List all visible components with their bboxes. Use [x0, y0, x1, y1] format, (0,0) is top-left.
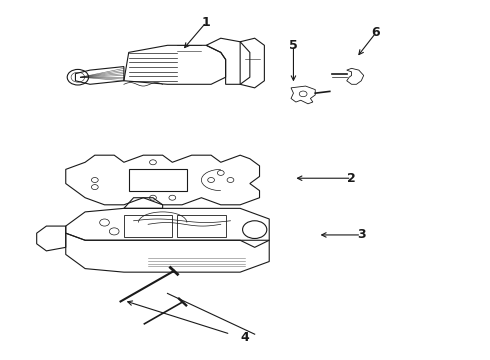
Text: 3: 3 [357, 229, 366, 242]
Text: 5: 5 [289, 39, 298, 52]
Text: 4: 4 [241, 331, 249, 344]
Text: 6: 6 [371, 26, 380, 39]
Text: 1: 1 [202, 16, 211, 29]
Text: 2: 2 [347, 172, 356, 185]
